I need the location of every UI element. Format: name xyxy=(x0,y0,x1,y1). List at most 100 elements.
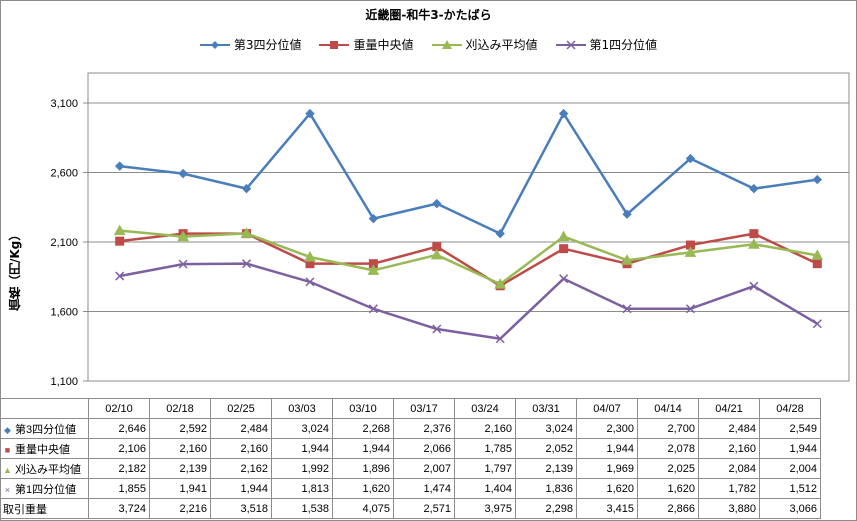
legend-swatch xyxy=(199,40,230,49)
y-tick-label: 1,600 xyxy=(50,307,78,319)
data-label: 2,160 xyxy=(698,438,760,459)
data-label: 3,024 xyxy=(515,418,577,439)
data-label: 3,724 xyxy=(88,498,150,519)
row-label: 取引重量 xyxy=(3,503,47,516)
x-tick-label: 02/10 xyxy=(88,398,150,419)
data-label: 2,078 xyxy=(637,438,699,459)
data-label: 2,160 xyxy=(210,438,272,459)
data-label: 2,007 xyxy=(393,458,455,479)
table-row: ▲ 刈込み平均値 2,182 2,139 2,162 1,992 1,896 2,007 1,7… xyxy=(0,458,821,479)
data-label: 1,474 xyxy=(393,478,455,499)
table-row-header: × 第1四分位値 xyxy=(0,478,89,499)
table-row: ■ 重量中央値 2,106 2,160 2,160 1,944 1,944 2,066 1,78… xyxy=(0,438,821,459)
data-label: 2,700 xyxy=(637,418,699,439)
data-label: 1,785 xyxy=(454,438,516,459)
table-corner xyxy=(0,398,89,419)
y-tick-label: 1,100 xyxy=(50,376,78,388)
table-row-header: ■ 重量中央値 xyxy=(0,438,89,459)
data-label: 1,404 xyxy=(454,478,516,499)
data-label: 2,160 xyxy=(454,418,516,439)
line-chart: 1,100 1,600 2,100 2,600 3,100 xyxy=(50,72,850,388)
data-label: 1,620 xyxy=(332,478,394,499)
series-4-point xyxy=(559,274,569,284)
row-label: 刈込み平均値 xyxy=(15,463,81,476)
data-label: 2,106 xyxy=(88,438,150,459)
series-1-point xyxy=(115,161,125,171)
series-2-point xyxy=(812,259,822,269)
series-2-point xyxy=(559,244,569,254)
legend-key-icon: ▲ xyxy=(3,464,12,475)
x-tick-label: 04/28 xyxy=(759,398,821,419)
x-tick-label: 03/10 xyxy=(332,398,394,419)
legend: 第3四分位値 重量中央値 刈込み平均値 第1四分位値 xyxy=(0,36,857,53)
series-3-point xyxy=(494,278,507,289)
table-header-row: 02/10 02/18 02/25 03/03 03/10 03/17 03/24 03/31… xyxy=(0,398,821,419)
row-label: 第3四分位値 xyxy=(15,423,77,436)
data-label: 1,512 xyxy=(759,478,821,499)
x-tick-label: 03/31 xyxy=(515,398,577,419)
table-row: ◆ 第3四分位値 2,646 2,592 2,484 3,024 2,268 2,376 2,1… xyxy=(0,418,821,439)
data-label: 2,484 xyxy=(210,418,272,439)
data-label: 2,646 xyxy=(88,418,150,439)
row-label: 第1四分位値 xyxy=(15,483,77,496)
data-label: 1,944 xyxy=(271,438,333,459)
series-3-point xyxy=(557,230,570,242)
data-label: 2,025 xyxy=(637,458,699,479)
legend-key-icon: ◆ xyxy=(4,424,11,435)
data-label: 2,139 xyxy=(515,458,577,479)
series-1-point xyxy=(685,153,696,164)
series-4-point xyxy=(368,304,378,314)
data-label: 1,797 xyxy=(454,458,516,479)
legend-entry: 第1四分位値 xyxy=(555,36,658,53)
data-label: 2,298 xyxy=(515,498,577,519)
data-label: 1,836 xyxy=(515,478,577,499)
series-4-point xyxy=(432,324,442,334)
table-row: × 第1四分位値 1,855 1,941 1,944 1,813 1,620 1,474 1,4… xyxy=(0,478,821,499)
series-2-point xyxy=(749,229,759,239)
legend-swatch xyxy=(555,39,586,50)
legend-entry: 第3四分位値 xyxy=(199,36,301,53)
series-4-point xyxy=(812,319,822,329)
series-3-point xyxy=(621,254,633,265)
y-tick-label: 3,100 xyxy=(50,98,78,110)
series-4-point xyxy=(622,304,632,314)
series-line-4 xyxy=(119,262,818,340)
data-label: 1,620 xyxy=(576,478,638,499)
data-label: 2,139 xyxy=(149,458,211,479)
data-label: 3,415 xyxy=(576,498,638,519)
series-2-point xyxy=(115,236,125,246)
y-tick-label: 2,100 xyxy=(50,237,78,249)
legend-entry: 刈込み平均値 xyxy=(431,36,538,53)
series-3-point xyxy=(177,230,189,242)
series-4-point xyxy=(305,277,315,287)
legend-label: 第1四分位値 xyxy=(589,38,658,52)
x-tick-label: 04/21 xyxy=(698,398,760,419)
data-label: 1,620 xyxy=(637,478,699,499)
legend-key-icon: ■ xyxy=(4,444,11,455)
legend-swatch xyxy=(431,39,462,49)
data-label: 2,571 xyxy=(393,498,455,519)
y-tick-label: 2,600 xyxy=(50,168,78,180)
data-label: 2,160 xyxy=(149,438,211,459)
data-label: 2,549 xyxy=(759,418,821,439)
data-label: 2,866 xyxy=(637,498,699,519)
data-label: 1,896 xyxy=(332,458,394,479)
series-1-point xyxy=(305,108,315,119)
series-4-point xyxy=(115,271,125,281)
data-label: 2,592 xyxy=(149,418,211,439)
data-label: 1,944 xyxy=(332,438,394,459)
series-1-point xyxy=(241,183,252,194)
data-label: 2,484 xyxy=(698,418,760,439)
data-label: 2,268 xyxy=(332,418,394,439)
series-1-point xyxy=(178,168,188,179)
data-label: 1,969 xyxy=(576,458,638,479)
series-3-point xyxy=(684,246,697,257)
table-row-header: ◆ 第3四分位値 xyxy=(0,418,89,439)
data-label: 2,376 xyxy=(393,418,455,439)
series-4-point xyxy=(495,334,505,344)
data-label: 3,518 xyxy=(210,498,272,519)
data-label: 1,944 xyxy=(210,478,272,499)
data-label: 1,992 xyxy=(271,458,333,479)
series-3-point xyxy=(811,249,824,260)
data-label: 3,066 xyxy=(759,498,821,519)
